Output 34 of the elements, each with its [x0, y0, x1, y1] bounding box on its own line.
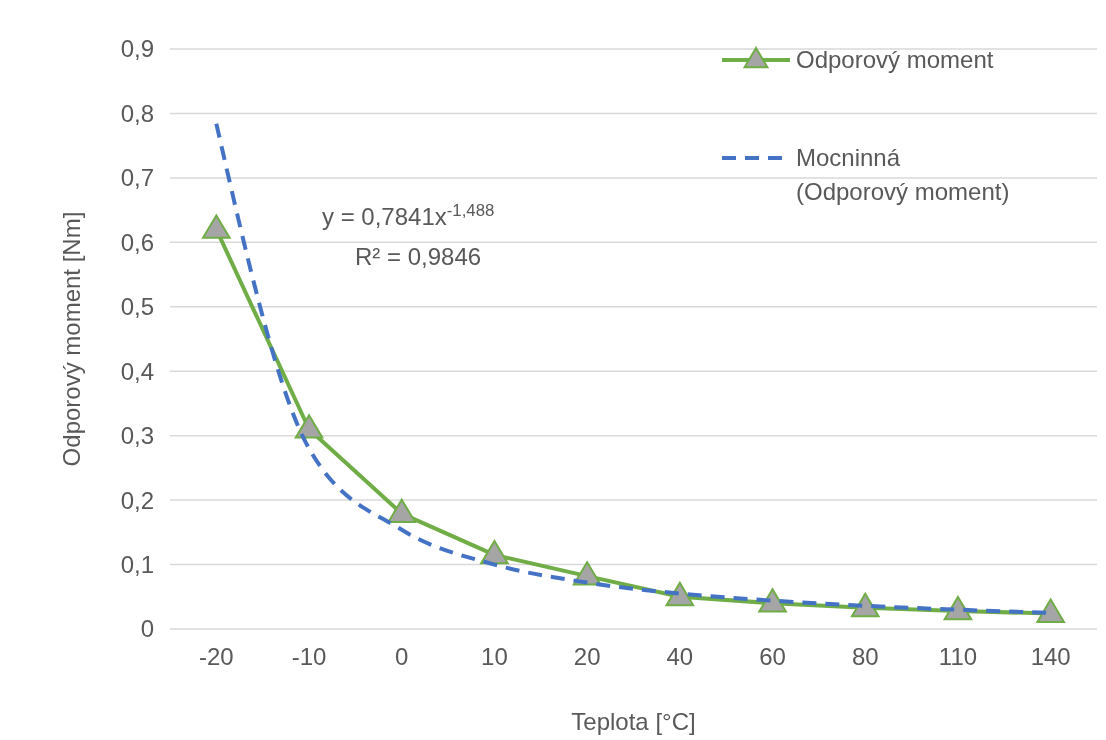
point: [665, 581, 695, 607]
y-tick-label: 0: [140, 615, 154, 643]
x-tick-label: 140: [1030, 643, 1071, 670]
point: [294, 414, 324, 439]
x-tick-label: 60: [759, 643, 786, 670]
x-tick-label: 10: [481, 643, 508, 670]
annotation: R² = 0,9846: [355, 243, 482, 270]
x-tick-label: -20: [199, 643, 234, 670]
y-tick-label: 0,7: [120, 164, 154, 192]
x-tick-label: 40: [666, 643, 694, 670]
point: [758, 588, 787, 613]
x-tick-label: 110: [938, 643, 978, 670]
y-tick-label: 0,9: [120, 35, 154, 63]
y-tick-label: 0,3: [120, 422, 154, 450]
x-tick-label: 20: [573, 643, 601, 670]
y-tick-label: 0,8: [120, 99, 154, 127]
annotation: y = 0,7841x$^{-1,488}$: [322, 200, 495, 230]
x-tick-label: -10: [291, 643, 327, 670]
x-axis-title: Teplota [°C]: [571, 708, 696, 735]
point: [387, 498, 417, 524]
y-tick-label: 0,1: [120, 550, 154, 578]
y-tick-label: 0,2: [120, 486, 154, 514]
point: [202, 214, 231, 239]
legend-label: Mocninná (Odporový moment): [796, 144, 1010, 205]
y-tick-label: 0,6: [120, 228, 154, 256]
y-tick-label: 0,4: [120, 357, 154, 385]
point: [850, 592, 880, 618]
x-tick-label: 80: [851, 643, 879, 670]
y-tick-label: 0,5: [120, 293, 154, 321]
y-axis-title: Odporový moment [Nm]: [58, 211, 85, 467]
point: [943, 595, 973, 621]
x-tick-label: 0: [395, 643, 409, 670]
legend-label: Odporový moment: [796, 46, 994, 73]
point: [1036, 598, 1065, 623]
